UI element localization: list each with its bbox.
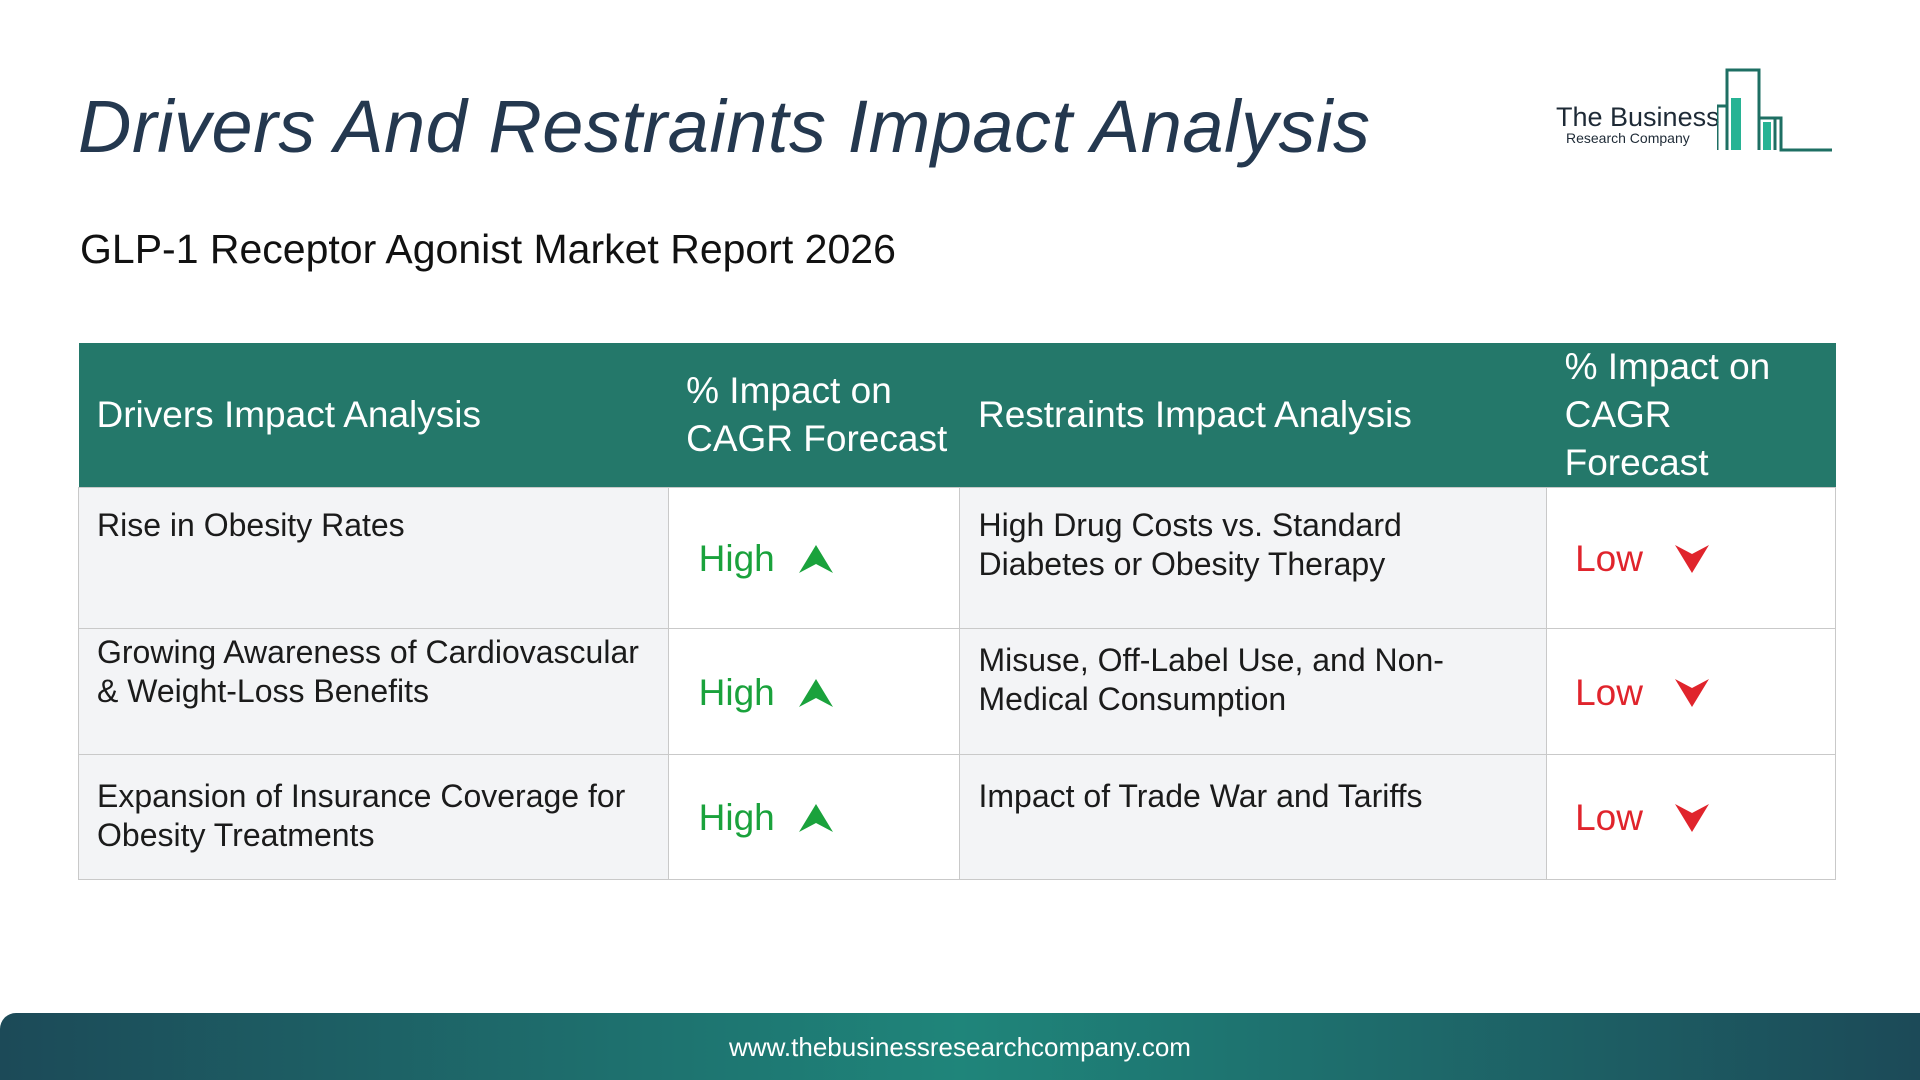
page-subtitle: GLP-1 Receptor Agonist Market Report 202… <box>80 226 896 272</box>
logo-tagline: Research Company <box>1566 130 1690 146</box>
arrow-down-icon <box>1675 678 1710 707</box>
header-driver-impact: % Impact on CAGR Forecast <box>668 343 960 488</box>
driver-cell: Growing Awareness of Cardiovascular & We… <box>78 628 669 755</box>
table-row: Expansion of Insurance Coverage for Obes… <box>78 754 1836 880</box>
driver-impact-cell: High <box>667 487 961 629</box>
restraint-impact-cell: Low <box>1546 628 1836 755</box>
arrow-down-icon <box>1675 804 1710 833</box>
impact-high-label: High <box>698 538 775 580</box>
arrow-up-icon <box>799 804 834 833</box>
restraint-cell: High Drug Costs vs. Standard Diabetes or… <box>959 487 1548 629</box>
driver-cell: Expansion of Insurance Coverage for Obes… <box>78 754 669 880</box>
impact-table: Drivers Impact Analysis % Impact on CAGR… <box>78 343 1836 880</box>
impact-high-label: High <box>698 671 775 713</box>
page-title: Drivers And Restraints Impact Analysis <box>78 85 1371 168</box>
company-logo: The Business Research Company <box>1556 68 1836 156</box>
logo-name: The Business <box>1556 102 1720 132</box>
header-restraint-impact: % Impact on CAGR Forecast <box>1546 343 1836 488</box>
impact-low-label: Low <box>1575 797 1643 839</box>
restraint-cell: Misuse, Off-Label Use, and Non-Medical C… <box>959 628 1548 755</box>
driver-cell: Rise in Obesity Rates <box>78 487 669 629</box>
restraint-cell: Impact of Trade War and Tariffs <box>959 754 1548 880</box>
impact-low-label: Low <box>1575 538 1643 580</box>
footer-url-link[interactable]: www.thebusinessresearchcompany.com <box>729 1032 1191 1062</box>
arrow-up-icon <box>799 678 834 707</box>
footer-bar <box>0 1013 1920 1080</box>
driver-impact-cell: High <box>667 754 961 880</box>
buildings-icon <box>1717 68 1832 152</box>
header-drivers: Drivers Impact Analysis <box>78 343 669 488</box>
table-row: Rise in Obesity Rates High High Drug Cos… <box>78 487 1836 629</box>
impact-high-label: High <box>698 797 775 839</box>
table-row: Growing Awareness of Cardiovascular & We… <box>78 628 1836 755</box>
driver-impact-cell: High <box>667 628 961 755</box>
impact-low-label: Low <box>1575 671 1643 713</box>
arrow-up-icon <box>799 545 834 574</box>
header-restraints: Restraints Impact Analysis <box>959 343 1547 488</box>
table-header-row: Drivers Impact Analysis % Impact on CAGR… <box>78 343 1836 488</box>
restraint-impact-cell: Low <box>1546 487 1836 629</box>
arrow-down-icon <box>1675 545 1710 574</box>
restraint-impact-cell: Low <box>1546 754 1836 880</box>
